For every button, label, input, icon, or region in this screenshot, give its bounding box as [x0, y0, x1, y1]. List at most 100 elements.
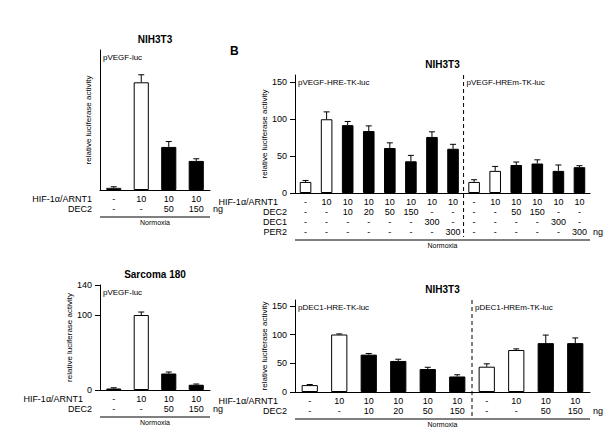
- svg-text:relative luciferase activity: relative luciferase activity: [260, 90, 269, 179]
- svg-text:10: 10: [364, 396, 374, 406]
- svg-text:Normoxia: Normoxia: [428, 421, 458, 428]
- svg-text:10: 10: [452, 396, 462, 406]
- svg-text:-: -: [346, 227, 349, 237]
- svg-text:10: 10: [164, 194, 174, 204]
- svg-text:DEC2: DEC2: [68, 404, 92, 414]
- svg-text:HIF-1α/ARNT1: HIF-1α/ARNT1: [32, 194, 92, 204]
- svg-text:-: -: [536, 227, 539, 237]
- svg-text:HIF-1α/ARNT1: HIF-1α/ARNT1: [23, 394, 83, 404]
- svg-text:10: 10: [532, 197, 542, 207]
- svg-text:10: 10: [322, 197, 332, 207]
- svg-text:-: -: [346, 217, 349, 227]
- svg-text:relative luciferase activity: relative luciferase activity: [260, 302, 269, 391]
- svg-text:Normoxia: Normoxia: [428, 242, 458, 249]
- svg-text:-: -: [485, 396, 488, 406]
- svg-text:150: 150: [530, 207, 545, 217]
- svg-text:-: -: [494, 207, 497, 217]
- svg-text:-: -: [578, 207, 581, 217]
- svg-text:-: -: [304, 207, 307, 217]
- svg-text:HIF-1α/ARNT1: HIF-1α/ARNT1: [218, 396, 278, 406]
- svg-text:0: 0: [282, 387, 287, 397]
- svg-text:ng: ng: [593, 406, 603, 416]
- svg-text:NIH3T3: NIH3T3: [425, 284, 460, 295]
- svg-text:-: -: [388, 217, 391, 227]
- svg-text:150: 150: [189, 404, 204, 414]
- svg-text:-: -: [367, 217, 370, 227]
- svg-text:300: 300: [572, 227, 587, 237]
- svg-text:-: -: [515, 406, 518, 416]
- svg-text:300: 300: [446, 227, 461, 237]
- svg-text:-: -: [304, 227, 307, 237]
- svg-text:50: 50: [541, 406, 551, 416]
- svg-text:-: -: [338, 406, 341, 416]
- svg-text:-: -: [557, 207, 560, 217]
- svg-text:10: 10: [574, 197, 584, 207]
- svg-text:10: 10: [136, 194, 146, 204]
- svg-text:-: -: [112, 204, 115, 214]
- svg-text:140: 140: [77, 280, 92, 290]
- svg-text:-: -: [140, 204, 143, 214]
- svg-text:10: 10: [364, 197, 374, 207]
- svg-text:10: 10: [334, 396, 344, 406]
- svg-text:-: -: [473, 227, 476, 237]
- svg-text:50: 50: [385, 207, 395, 217]
- svg-text:10: 10: [511, 396, 521, 406]
- svg-text:-: -: [515, 227, 518, 237]
- svg-text:pVEGF-HREm-TK-luc: pVEGF-HREm-TK-luc: [467, 78, 545, 87]
- svg-text:300: 300: [424, 217, 439, 227]
- svg-text:-: -: [304, 217, 307, 227]
- svg-text:-: -: [112, 404, 115, 414]
- svg-text:10: 10: [570, 396, 580, 406]
- svg-text:-: -: [304, 197, 307, 207]
- svg-text:B: B: [230, 44, 239, 58]
- svg-text:50: 50: [164, 404, 174, 414]
- svg-text:pDEC1-HREm-TK-luc: pDEC1-HREm-TK-luc: [475, 303, 553, 312]
- svg-text:-: -: [388, 227, 391, 237]
- svg-text:-: -: [473, 207, 476, 217]
- svg-text:50: 50: [511, 207, 521, 217]
- svg-text:10: 10: [136, 394, 146, 404]
- svg-text:-: -: [308, 406, 311, 416]
- svg-text:pVEGF-luc: pVEGF-luc: [103, 53, 142, 62]
- svg-text:-: -: [112, 394, 115, 404]
- svg-text:0: 0: [87, 385, 92, 395]
- svg-text:PER2: PER2: [263, 227, 287, 237]
- svg-text:150: 150: [450, 406, 465, 416]
- svg-text:10: 10: [448, 197, 458, 207]
- svg-text:10: 10: [541, 396, 551, 406]
- svg-text:10: 10: [191, 394, 201, 404]
- svg-text:relative luciferase activity: relative luciferase activity: [84, 76, 93, 165]
- svg-text:0: 0: [282, 188, 287, 198]
- svg-text:10: 10: [490, 197, 500, 207]
- svg-text:-: -: [452, 207, 455, 217]
- svg-text:50: 50: [164, 204, 174, 214]
- svg-text:pVEGF-luc: pVEGF-luc: [103, 288, 142, 297]
- svg-text:-: -: [430, 227, 433, 237]
- svg-text:10: 10: [511, 197, 521, 207]
- svg-text:Normoxia: Normoxia: [140, 219, 170, 226]
- svg-text:Normoxia: Normoxia: [140, 419, 170, 426]
- svg-text:10: 10: [385, 197, 395, 207]
- svg-text:-: -: [578, 217, 581, 227]
- svg-text:-: -: [430, 207, 433, 217]
- svg-text:10: 10: [164, 394, 174, 404]
- svg-text:-: -: [140, 404, 143, 414]
- svg-text:10: 10: [364, 406, 374, 416]
- svg-text:-: -: [409, 227, 412, 237]
- svg-text:-: -: [112, 194, 115, 204]
- svg-text:-: -: [367, 227, 370, 237]
- svg-text:10: 10: [406, 197, 416, 207]
- svg-text:NIH3T3: NIH3T3: [138, 34, 173, 45]
- svg-text:50: 50: [277, 358, 287, 368]
- svg-text:-: -: [536, 217, 539, 227]
- svg-text:50: 50: [423, 406, 433, 416]
- svg-text:20: 20: [393, 406, 403, 416]
- svg-text:20: 20: [364, 207, 374, 217]
- svg-text:-: -: [557, 227, 560, 237]
- svg-text:100: 100: [272, 114, 287, 124]
- svg-text:10: 10: [343, 197, 353, 207]
- svg-text:150: 150: [272, 301, 287, 311]
- svg-text:-: -: [494, 227, 497, 237]
- svg-text:DEC2: DEC2: [263, 207, 287, 217]
- svg-text:-: -: [325, 217, 328, 227]
